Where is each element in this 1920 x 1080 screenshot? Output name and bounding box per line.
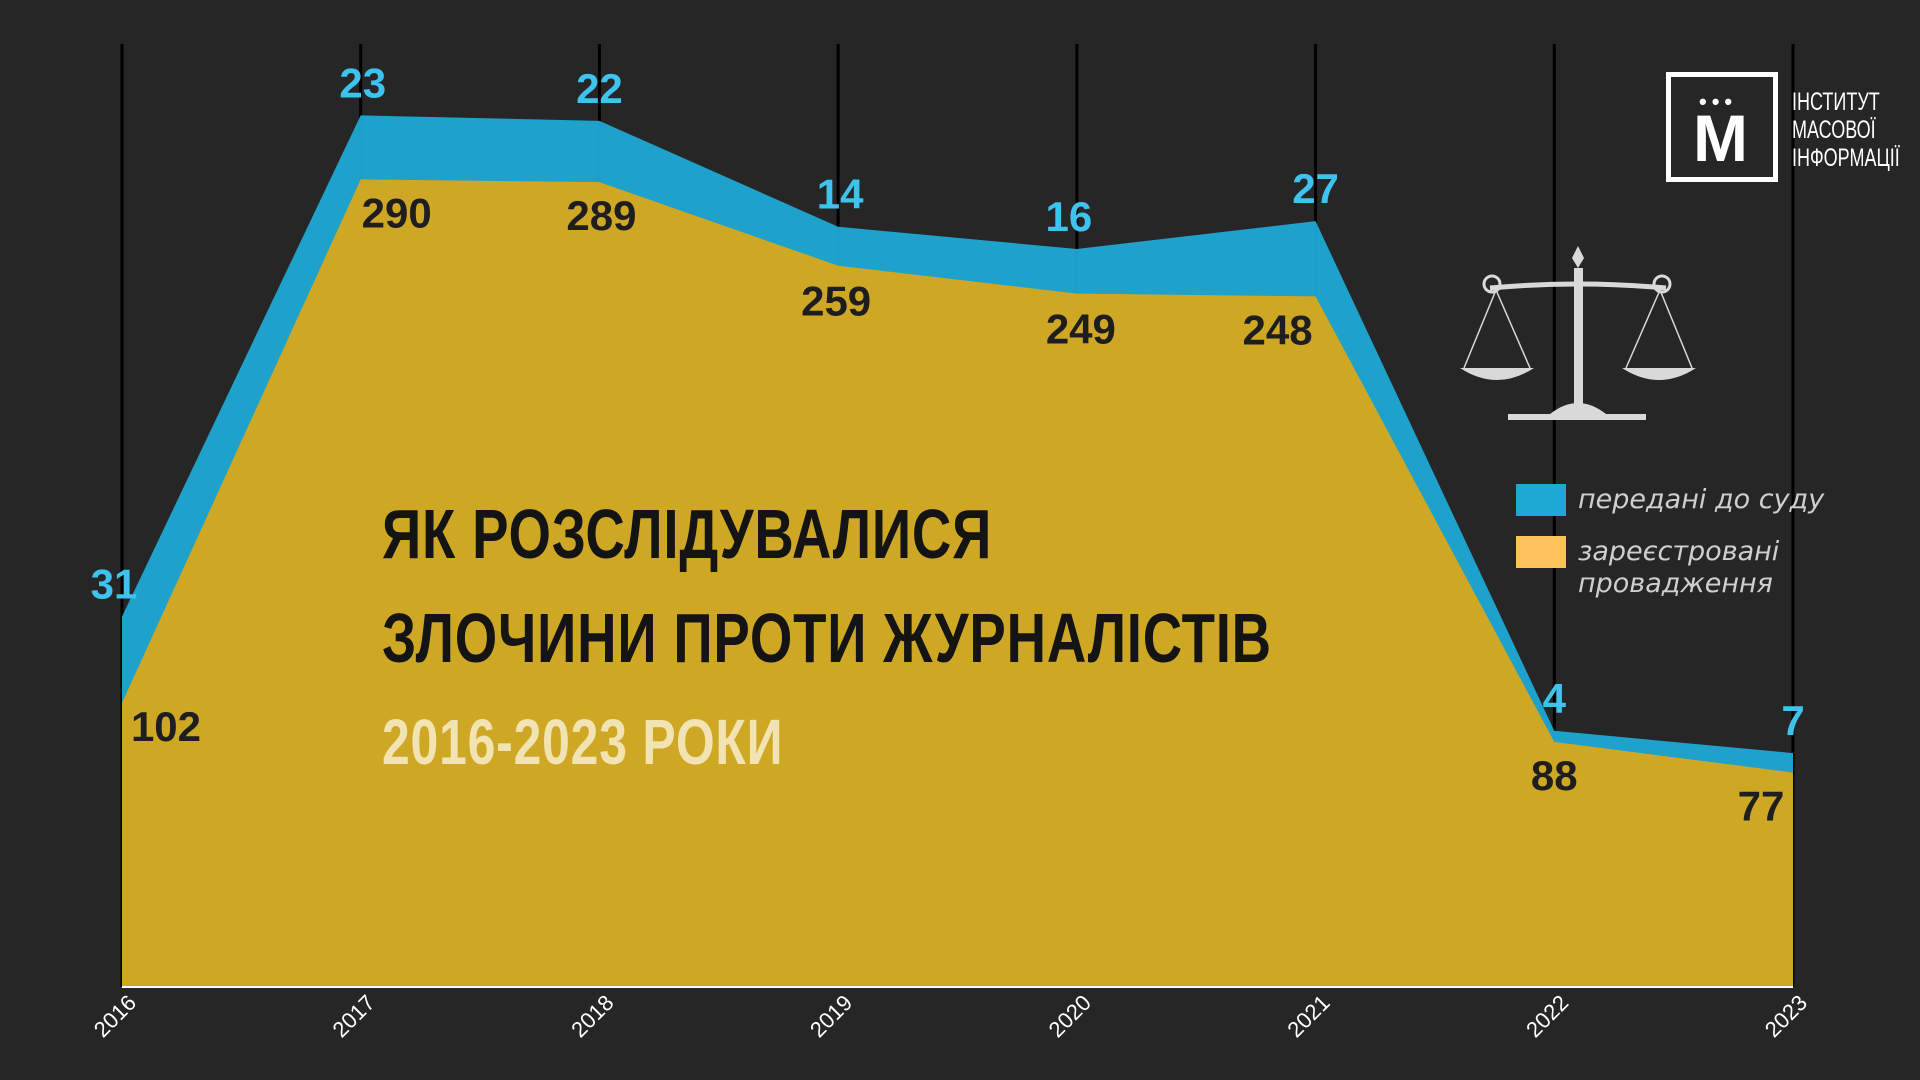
- logo-text-line-1: ІНСТИТУТ: [1792, 88, 1880, 116]
- value-label-registered-2022: 88: [1531, 752, 1578, 799]
- title-line-1: ЯК РОЗСЛІДУВАЛИСЯ: [382, 495, 993, 573]
- value-label-court-2019: 14: [817, 171, 864, 218]
- x-tick-label-2023: 2023: [1760, 990, 1812, 1042]
- value-label-court-2017: 23: [339, 59, 386, 106]
- legend-swatch-court: [1516, 484, 1566, 516]
- value-label-court-2018: 22: [576, 65, 623, 112]
- value-label-court-2021: 27: [1292, 165, 1339, 212]
- logo-text: ІНСТИТУТ МАСОВОЇ ІНФОРМАЦІЇ: [1792, 88, 1900, 172]
- value-label-registered-2020: 249: [1046, 306, 1116, 353]
- logo-text-line-3: ІНФОРМАЦІЇ: [1792, 144, 1900, 172]
- x-tick-label-2017: 2017: [328, 990, 380, 1042]
- legend-label-court: передані до суду: [1578, 484, 1825, 515]
- area-registered: [122, 179, 1793, 988]
- value-label-registered-2021: 248: [1243, 306, 1313, 353]
- value-label-court-2020: 16: [1045, 193, 1092, 240]
- x-tick-label-2022: 2022: [1521, 990, 1573, 1042]
- legend-label-registered-line-1: зареєстровані: [1578, 536, 1780, 567]
- value-label-registered-2023: 77: [1738, 783, 1785, 830]
- title-line-2: ЗЛОЧИНИ ПРОТИ ЖУРНАЛІСТІВ: [382, 599, 1272, 677]
- value-label-registered-2017: 290: [362, 189, 432, 236]
- x-tick-label-2018: 2018: [566, 990, 618, 1042]
- x-tick-label-2020: 2020: [1044, 990, 1096, 1042]
- x-tick-label-2021: 2021: [1282, 990, 1334, 1042]
- x-tick-label-2019: 2019: [805, 990, 857, 1042]
- value-label-court-2016: 31: [91, 561, 138, 608]
- legend-swatch-registered: [1516, 536, 1566, 568]
- value-label-registered-2016: 102: [131, 703, 201, 750]
- logo: ••• М: [1666, 72, 1778, 182]
- legend-label-registered: зареєстровані провадження: [1578, 536, 1779, 600]
- value-label-registered-2019: 259: [801, 278, 871, 325]
- value-label-registered-2018: 289: [566, 192, 636, 239]
- logo-text-line-2: МАСОВОЇ: [1792, 116, 1876, 144]
- chart-title: ЯК РОЗСЛІДУВАЛИСЯ ЗЛОЧИНИ ПРОТИ ЖУРНАЛІС…: [382, 482, 1272, 794]
- title-subtitle: 2016-2023 РОКИ: [382, 706, 784, 778]
- value-label-court-2022: 4: [1543, 675, 1567, 722]
- legend-label-registered-line-2: провадження: [1578, 568, 1773, 599]
- value-label-court-2023: 7: [1781, 697, 1804, 744]
- x-tick-label-2016: 2016: [89, 990, 141, 1042]
- logo-letter: М: [1693, 101, 1748, 175]
- scales-of-justice-icon: [1460, 246, 1696, 420]
- logo-dots-icon: •••: [1699, 89, 1738, 114]
